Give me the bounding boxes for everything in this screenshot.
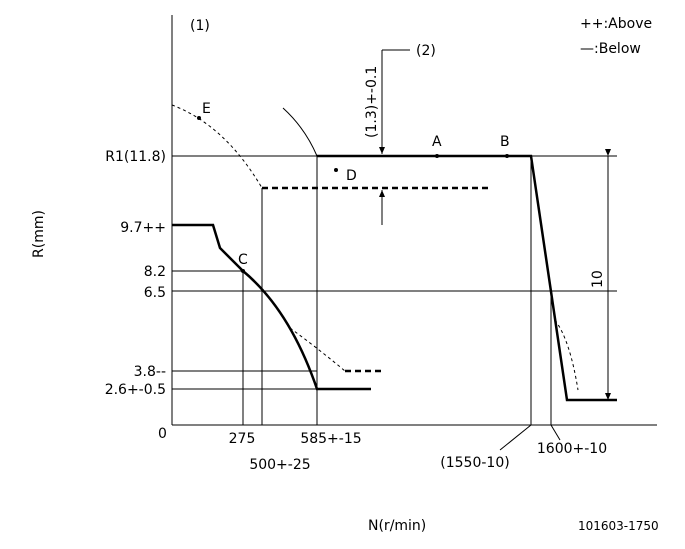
lines (171, 15, 657, 451)
point-label: C (238, 252, 248, 268)
legend-below: —:Below (580, 41, 641, 57)
x-label: 585+-15 (300, 431, 361, 447)
x-label: 500+-25 (249, 457, 310, 473)
point-label: B (500, 134, 510, 150)
point-label: D (346, 168, 357, 184)
point-label: A (432, 134, 442, 150)
origin-label: 0 (158, 426, 167, 442)
y-label: 3.8-- (134, 364, 166, 380)
note-ref: (2) (416, 43, 436, 59)
stroke-dimension: 10 (590, 270, 606, 288)
y-label: 8.2 (144, 264, 166, 280)
y-label: 9.7++ (120, 220, 166, 236)
y-label: 6.5 (144, 285, 166, 301)
x-label: 275 (229, 431, 256, 447)
x-label: 1600+-10 (537, 441, 607, 457)
x-label: (1550-10) (440, 455, 509, 471)
figure-ref: (1) (190, 18, 210, 34)
x-axis-label: N(r/min) (368, 518, 426, 534)
y-label: R1(11.8) (105, 149, 166, 165)
legend-above: ++:Above (580, 16, 652, 32)
point-label: E (202, 101, 211, 117)
offset-dimension: (1.3)+-0.1 (364, 66, 380, 138)
drawing-number: 101603-1750 (578, 519, 659, 533)
y-axis-label: R(mm) (31, 210, 47, 258)
y-label: 2.6+-0.5 (105, 382, 166, 398)
